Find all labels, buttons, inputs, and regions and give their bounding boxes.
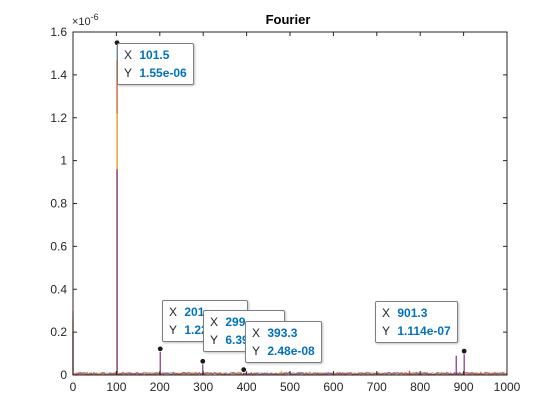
datatip-y-value: 1.114e-07	[397, 324, 451, 338]
x-tick-label: 100	[106, 380, 126, 394]
datatip-x-value: 901.3	[397, 306, 428, 320]
tick-labels: 0 100 200 300 400 500 600 700 800 900 1000 0 0.2 0.4 0…	[50, 25, 520, 394]
datatip-peak-393[interactable]: X 393.3 Y 2.48e-08	[245, 321, 322, 363]
y-tick-label: 1.6	[50, 25, 67, 39]
y-exponent-label: ×10-6	[72, 12, 99, 28]
datatip-peak-101[interactable]: X 101.5 Y 1.55e-06	[117, 43, 194, 85]
datatip-x-value: 299	[225, 315, 246, 329]
datatip-y-value: 1.55e-06	[139, 66, 187, 80]
x-tick-label: 600	[323, 380, 343, 394]
chart-title: Fourier	[266, 12, 311, 27]
x-tick-label: 500	[280, 380, 300, 394]
x-tick-label: 1000	[494, 380, 521, 394]
datatip-marker-1	[157, 345, 164, 353]
datatip-y-value: 6.39	[225, 333, 249, 347]
y-tick-label: 0.2	[50, 325, 67, 339]
datatip-y-value: 2.48e-08	[267, 344, 315, 358]
datatip-x-value: 201	[184, 305, 205, 319]
x-tick-label: 800	[410, 380, 430, 394]
datatip-x-value: 393.3	[267, 326, 298, 340]
x-tick-label: 900	[454, 380, 474, 394]
x-tick-label: 300	[193, 380, 213, 394]
datatip-marker-3	[240, 366, 247, 373]
datatip-marker-2	[199, 358, 206, 365]
y-tick-label: 1.4	[50, 68, 67, 82]
datatip-peak-901[interactable]: X 901.3 Y 1.114e-07	[375, 301, 458, 343]
x-tick-label: 700	[367, 380, 387, 394]
y-tick-label: 0.6	[50, 239, 67, 253]
y-tick-label: 0.8	[50, 197, 67, 211]
datatip-marker-4	[460, 347, 468, 355]
x-tick-label: 200	[150, 380, 170, 394]
y-tick-label: 0	[60, 368, 67, 382]
x-tick-label: 400	[237, 380, 257, 394]
datatip-x-value: 101.5	[139, 48, 170, 62]
datatip-y-value: 1.22	[184, 323, 208, 337]
y-tick-label: 0.4	[50, 282, 67, 296]
y-tick-label: 1	[60, 154, 67, 168]
axes	[72, 31, 508, 376]
x-tick-label: 0	[70, 380, 77, 394]
y-tick-label: 1.2	[50, 111, 67, 125]
